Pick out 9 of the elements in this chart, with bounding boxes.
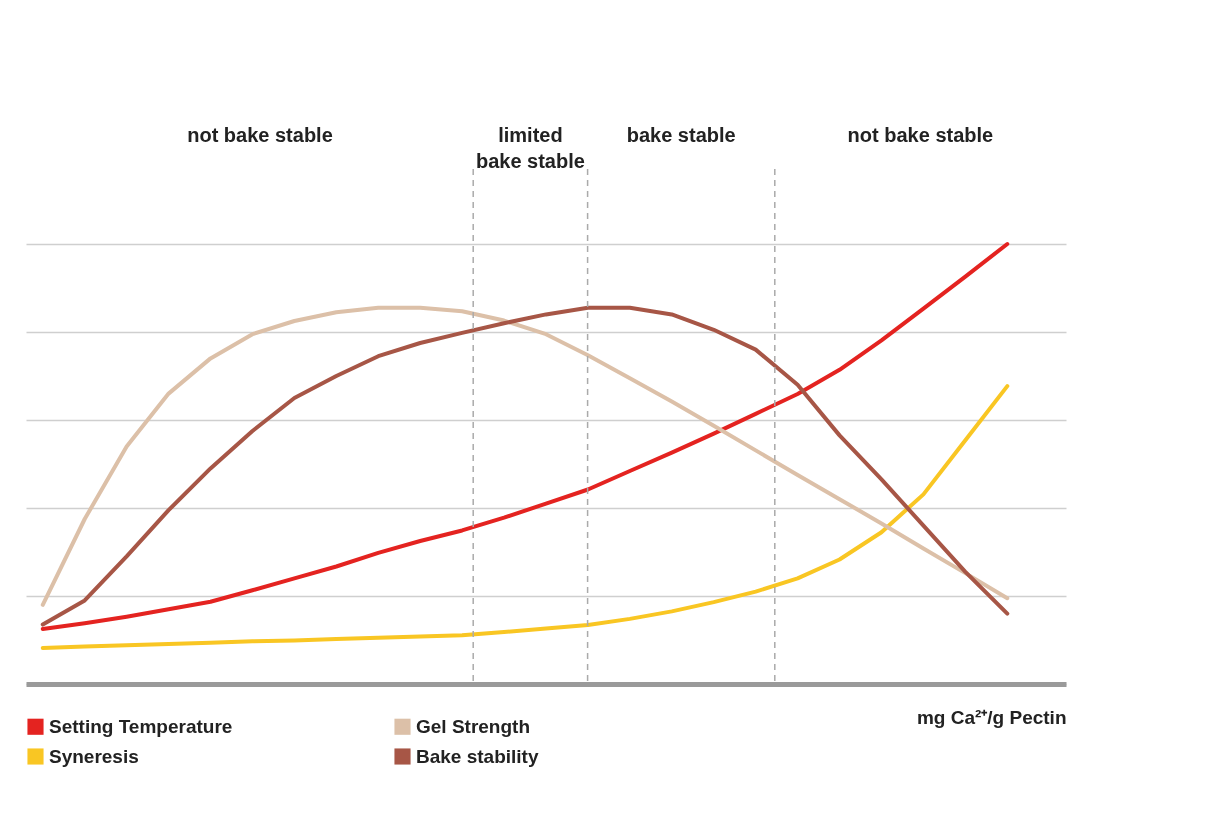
legend-label: Setting Temperature [49, 715, 233, 737]
legend-label: Gel Strength [416, 715, 531, 737]
legend-label: Bake stability [416, 745, 539, 767]
text: not bake stable [187, 124, 333, 146]
text: not bake stable [847, 124, 994, 146]
text: limited bake stable [475, 124, 585, 172]
legend-label: Syneresis [49, 745, 139, 767]
text: bake stable [626, 124, 736, 146]
x-axis-title: mg Ca²⁺/g Pectin [916, 706, 1067, 728]
